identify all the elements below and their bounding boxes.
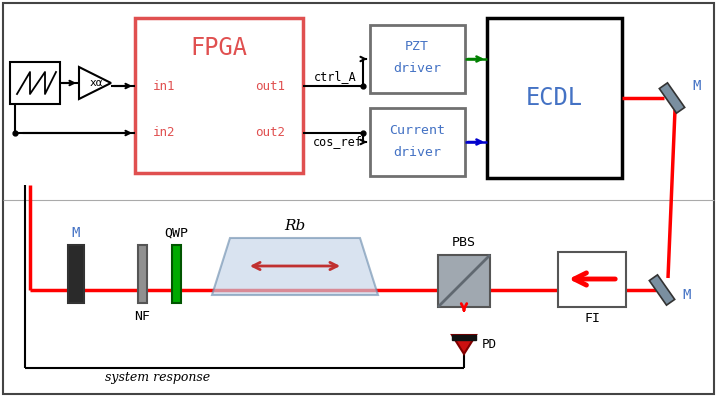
Bar — [135, 18, 303, 173]
Polygon shape — [212, 238, 378, 295]
Bar — [370, 25, 465, 93]
Text: NF: NF — [134, 310, 150, 322]
Text: FPGA: FPGA — [191, 36, 247, 60]
Text: in2: in2 — [153, 127, 176, 139]
Bar — [558, 252, 626, 307]
Polygon shape — [660, 83, 685, 113]
Bar — [370, 108, 465, 176]
Bar — [438, 255, 490, 307]
Text: M: M — [682, 288, 690, 302]
Text: system response: system response — [105, 372, 210, 385]
Text: out2: out2 — [255, 127, 285, 139]
Bar — [68, 245, 84, 303]
Text: Rb: Rb — [285, 219, 305, 233]
Bar — [138, 245, 147, 303]
Bar — [452, 335, 476, 340]
Polygon shape — [79, 67, 111, 99]
Text: PBS: PBS — [452, 237, 476, 249]
Text: ECDL: ECDL — [526, 86, 582, 110]
Text: PD: PD — [482, 339, 497, 351]
Text: ctrl_A: ctrl_A — [313, 71, 356, 83]
Text: M: M — [72, 226, 80, 240]
Text: out1: out1 — [255, 79, 285, 93]
Text: xα: xα — [89, 78, 103, 88]
Text: in1: in1 — [153, 79, 176, 93]
Text: M: M — [692, 79, 701, 93]
Text: QWP: QWP — [164, 227, 188, 239]
Text: cos_ref: cos_ref — [313, 135, 363, 148]
Text: driver: driver — [393, 62, 441, 75]
Polygon shape — [452, 335, 476, 354]
Bar — [487, 18, 622, 178]
Bar — [10, 62, 60, 104]
Bar — [172, 245, 181, 303]
Text: FI: FI — [584, 312, 600, 326]
Text: PZT: PZT — [405, 40, 429, 54]
Polygon shape — [650, 275, 675, 305]
Text: driver: driver — [393, 145, 441, 158]
Text: Current: Current — [389, 123, 445, 137]
